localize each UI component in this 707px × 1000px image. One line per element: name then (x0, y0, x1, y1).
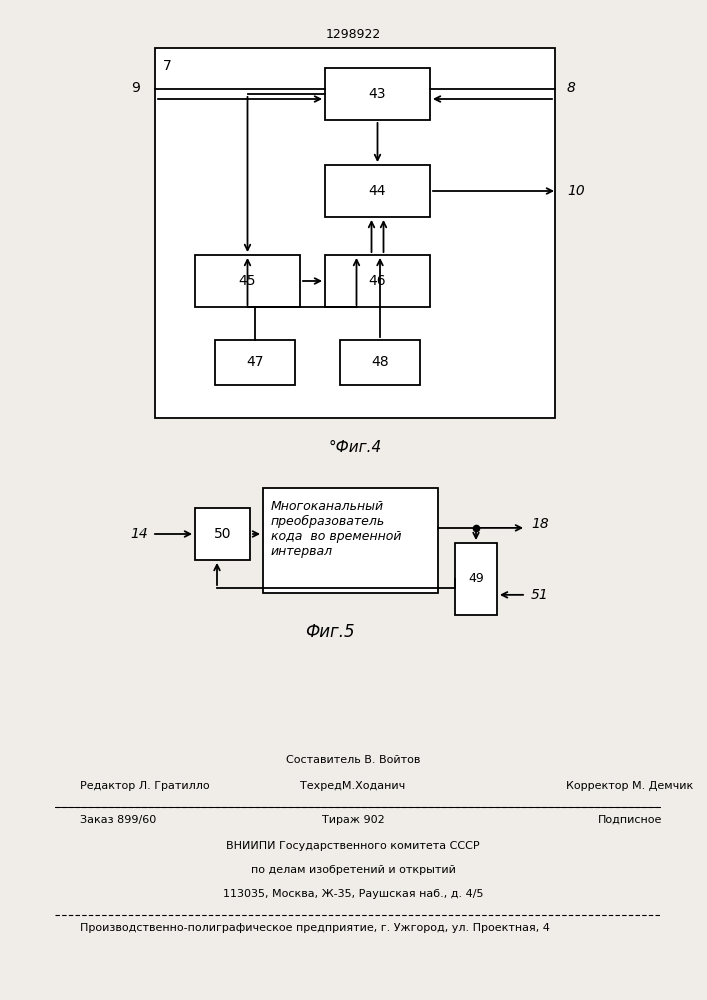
Bar (455, 543, 497, 615)
Bar (325, 68, 430, 120)
Bar (340, 340, 420, 385)
Bar (263, 488, 438, 593)
Bar (195, 508, 250, 560)
Text: 47: 47 (246, 356, 264, 369)
Bar (215, 340, 295, 385)
Text: 46: 46 (368, 274, 386, 288)
Bar (195, 255, 300, 307)
Text: по делам изобретений и открытий: по делам изобретений и открытий (250, 865, 455, 875)
Text: 8: 8 (567, 81, 576, 95)
Text: 113035, Москва, Ж-35, Раушская наб., д. 4/5: 113035, Москва, Ж-35, Раушская наб., д. … (223, 889, 484, 899)
Text: 51: 51 (531, 588, 549, 602)
Text: 43: 43 (369, 87, 386, 101)
Text: 49: 49 (468, 572, 484, 585)
Text: 1298922: 1298922 (325, 28, 380, 41)
Bar (155, 48, 555, 418)
Text: Многоканальный
преобразователь
кода  во временной
интервал: Многоканальный преобразователь кода во в… (271, 500, 402, 558)
Text: 9: 9 (131, 81, 140, 95)
Text: Заказ 899/60: Заказ 899/60 (80, 815, 156, 825)
Text: 10: 10 (567, 184, 585, 198)
Text: 45: 45 (239, 274, 256, 288)
Text: 7: 7 (163, 59, 172, 73)
Text: 18: 18 (531, 517, 549, 531)
Text: ВНИИПИ Государственного комитета СССР: ВНИИПИ Государственного комитета СССР (226, 841, 480, 851)
Text: 14: 14 (130, 527, 148, 541)
Bar (325, 165, 430, 217)
Text: Производственно-полиграфическое предприятие, г. Ужгород, ул. Проектная, 4: Производственно-полиграфическое предприя… (80, 923, 550, 933)
Text: 48: 48 (371, 356, 389, 369)
Text: Корректор М. Демчик: Корректор М. Демчик (566, 781, 694, 791)
Text: 50: 50 (214, 527, 231, 541)
Text: ТехредМ.Ходанич: ТехредМ.Ходанич (300, 781, 406, 791)
Text: 44: 44 (369, 184, 386, 198)
Text: Составитель В. Войтов: Составитель В. Войтов (286, 755, 420, 765)
Text: Фиг.5: Фиг.5 (305, 623, 355, 641)
Text: °Фиг.4: °Фиг.4 (328, 440, 382, 455)
Text: Подписное: Подписное (598, 815, 662, 825)
Text: Редактор Л. Гратилло: Редактор Л. Гратилло (80, 781, 209, 791)
Bar (325, 255, 430, 307)
Text: Тираж 902: Тираж 902 (322, 815, 385, 825)
